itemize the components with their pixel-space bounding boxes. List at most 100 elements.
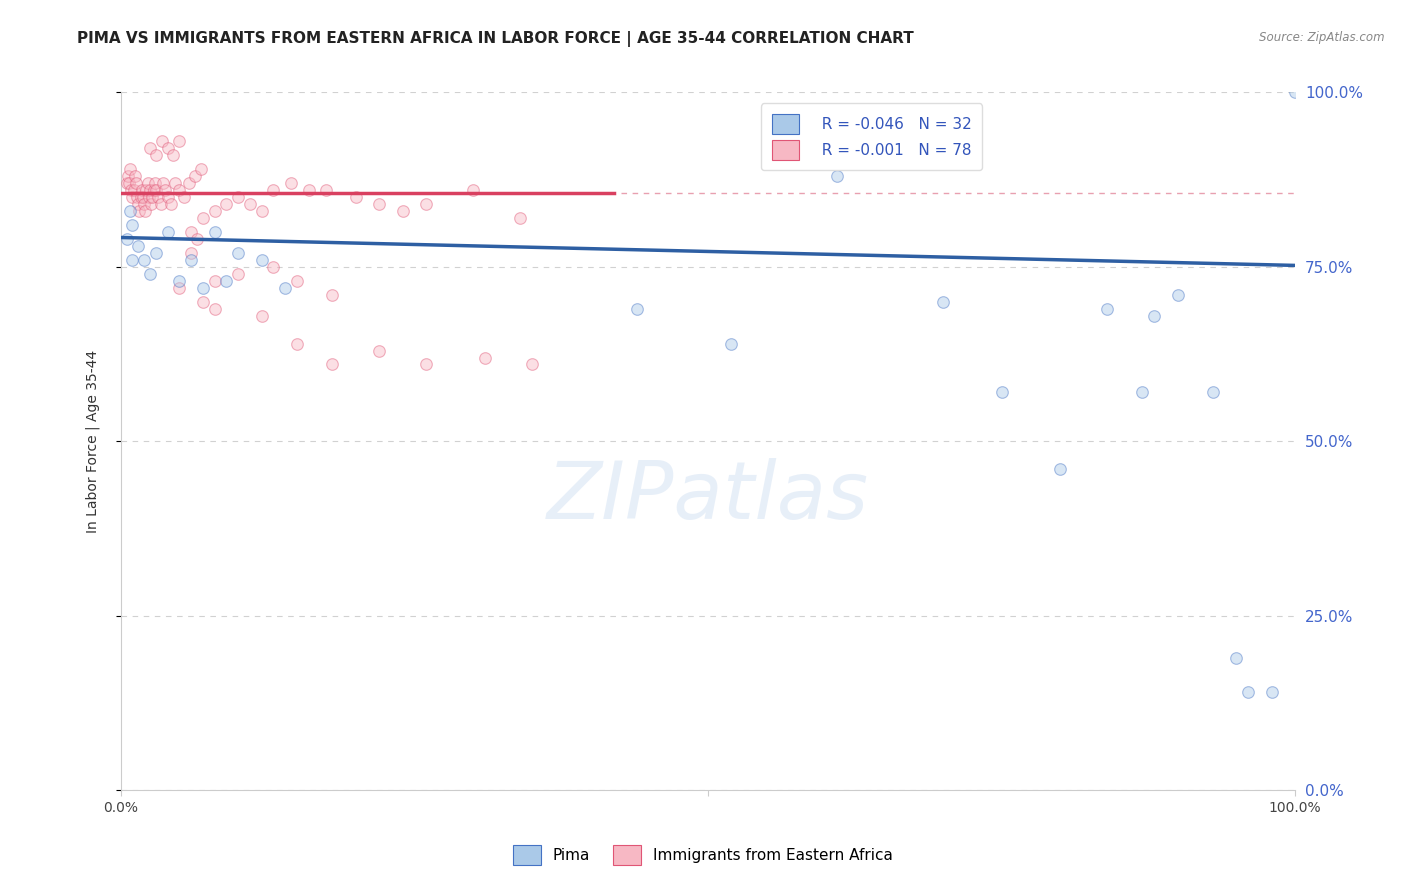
Point: [226, 245, 249, 260]
Point: [152, 176, 174, 190]
Point: [1097, 301, 1119, 316]
Point: [932, 294, 955, 309]
Point: [1143, 309, 1166, 323]
Point: [204, 274, 226, 288]
Point: [239, 197, 262, 211]
Point: [163, 176, 186, 190]
Point: [127, 197, 149, 211]
Point: [461, 183, 484, 197]
Point: [139, 267, 162, 281]
Point: [118, 204, 141, 219]
Point: [180, 252, 202, 267]
Point: [125, 176, 148, 190]
Point: [1237, 685, 1260, 699]
Point: [145, 183, 167, 197]
Point: [191, 281, 214, 295]
Point: [321, 287, 343, 301]
Point: [134, 197, 156, 211]
Point: [415, 197, 437, 211]
Point: [180, 245, 202, 260]
Point: [115, 176, 138, 190]
Point: [204, 204, 226, 219]
Point: [315, 183, 337, 197]
Text: ZIPatlas: ZIPatlas: [547, 458, 869, 536]
Point: [274, 281, 297, 295]
Point: [1132, 385, 1154, 400]
Point: [118, 162, 141, 177]
Point: [122, 183, 145, 197]
Point: [145, 245, 167, 260]
Point: [121, 218, 143, 232]
Point: [509, 211, 531, 225]
Point: [262, 183, 284, 197]
Point: [169, 134, 191, 148]
Point: [138, 190, 160, 204]
Point: [139, 141, 162, 155]
Point: [127, 239, 149, 253]
Point: [1049, 462, 1071, 476]
Point: [134, 204, 156, 219]
Point: [135, 183, 157, 197]
Point: [186, 232, 208, 246]
Point: [139, 183, 162, 197]
Point: [191, 211, 214, 225]
Point: [155, 183, 177, 197]
Point: [368, 343, 391, 358]
Point: [1260, 685, 1282, 699]
Point: [391, 204, 413, 219]
Point: [162, 148, 184, 162]
Point: [121, 252, 143, 267]
Point: [148, 190, 170, 204]
Point: [344, 190, 367, 204]
Y-axis label: In Labor Force | Age 35-44: In Labor Force | Age 35-44: [86, 350, 100, 533]
Point: [720, 336, 742, 351]
Point: [149, 197, 172, 211]
Point: [215, 197, 238, 211]
Point: [132, 190, 155, 204]
Point: [250, 252, 273, 267]
Point: [118, 176, 141, 190]
Point: [115, 232, 138, 246]
Point: [120, 183, 142, 197]
Point: [190, 162, 212, 177]
Point: [117, 169, 139, 183]
Point: [183, 169, 205, 183]
Point: [297, 183, 319, 197]
Point: [226, 190, 249, 204]
Point: [131, 183, 153, 197]
Point: [285, 336, 308, 351]
Point: [177, 176, 200, 190]
Point: [1284, 86, 1306, 100]
Point: [143, 176, 166, 190]
Point: [169, 274, 191, 288]
Point: [626, 301, 648, 316]
Point: [474, 351, 496, 365]
Point: [1202, 385, 1225, 400]
Point: [204, 225, 226, 239]
Point: [145, 148, 167, 162]
Legend: Pima, Immigrants from Eastern Africa: Pima, Immigrants from Eastern Africa: [508, 839, 898, 871]
Point: [520, 358, 543, 372]
Point: [141, 197, 163, 211]
Point: [204, 301, 226, 316]
Point: [226, 267, 249, 281]
Point: [156, 190, 179, 204]
Point: [124, 169, 146, 183]
Point: [250, 204, 273, 219]
Point: [250, 309, 273, 323]
Point: [134, 252, 156, 267]
Point: [156, 141, 179, 155]
Point: [215, 274, 238, 288]
Point: [825, 169, 848, 183]
Point: [285, 274, 308, 288]
Point: [142, 183, 165, 197]
Point: [150, 134, 173, 148]
Point: [191, 294, 214, 309]
Point: [280, 176, 302, 190]
Point: [173, 190, 195, 204]
Point: [415, 358, 437, 372]
Legend:   R = -0.046   N = 32,   R = -0.001   N = 78: R = -0.046 N = 32, R = -0.001 N = 78: [761, 103, 983, 170]
Point: [990, 385, 1012, 400]
Point: [125, 190, 148, 204]
Point: [321, 358, 343, 372]
